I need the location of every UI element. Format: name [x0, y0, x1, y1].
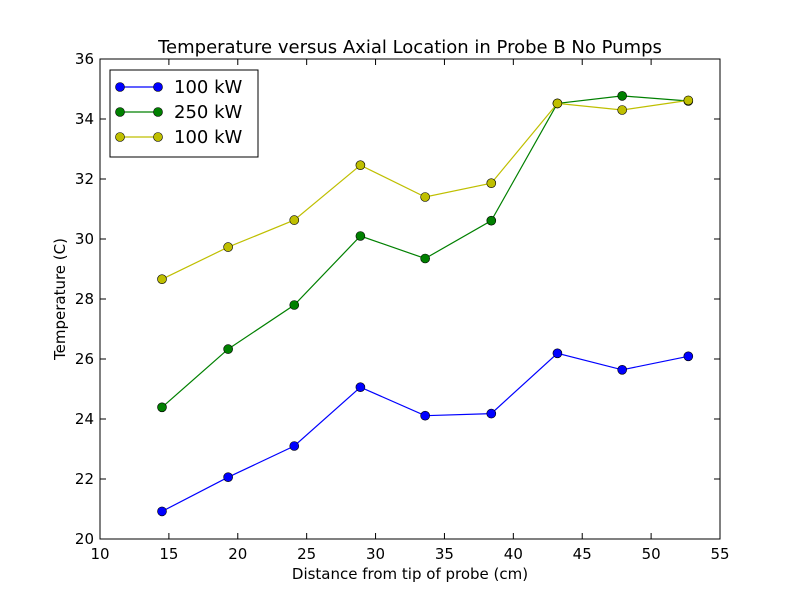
data-point: [223, 242, 233, 252]
x-tick-label: 10: [90, 545, 109, 563]
data-point: [289, 215, 300, 225]
y-tick-label: 36: [75, 50, 94, 68]
data-point: [552, 348, 563, 359]
axes-frame: [99, 58, 721, 540]
y-tick-label: 28: [75, 290, 94, 308]
legend-marker: [153, 82, 163, 92]
data-point: [157, 402, 167, 413]
data-point: [617, 91, 627, 101]
legend-label: 250 kW: [174, 102, 243, 123]
x-tick-label: 25: [297, 545, 316, 563]
data-point: [223, 472, 233, 483]
x-tick-label: 35: [435, 545, 454, 563]
legend-marker: [115, 132, 125, 142]
legend-item: 250 kW: [115, 102, 243, 123]
data-point: [289, 300, 300, 310]
data-point: [486, 215, 497, 226]
y-axis-label: Temperature (C): [51, 238, 69, 361]
data-point: [683, 95, 694, 106]
legend-marker: [115, 82, 125, 92]
series-1: [157, 348, 694, 517]
legend-item: 100 kW: [115, 77, 243, 98]
x-tick-label: 30: [366, 545, 385, 563]
data-point: [223, 344, 233, 354]
data-point: [486, 178, 497, 188]
data-point: [552, 98, 563, 109]
x-tick-label: 45: [573, 545, 592, 563]
axis-ticks: 10 15 20 25 30 35 40 45 50 55 20 22 24 26 28 30 32 34 36: [75, 50, 730, 563]
legend-box: [109, 69, 259, 158]
legend-item: 100 kW: [115, 127, 243, 148]
x-tick-label: 50: [642, 545, 661, 563]
legend: 100 kW 250 kW 100 kW: [109, 69, 259, 158]
chart-title: Temperature versus Axial Location in Pro…: [157, 37, 662, 58]
series-2: [157, 91, 694, 413]
data-point: [355, 382, 366, 393]
data-point: [355, 160, 366, 170]
y-tick-label: 20: [75, 530, 94, 548]
legend-marker: [153, 132, 163, 142]
series-layer: [157, 91, 694, 517]
x-tick-label: 20: [228, 545, 247, 563]
x-tick-label: 40: [504, 545, 523, 563]
data-point: [355, 231, 366, 241]
data-point: [157, 506, 167, 517]
legend-label: 100 kW: [174, 127, 243, 148]
legend-marker: [153, 107, 163, 117]
x-tick-label: 55: [710, 545, 729, 563]
data-point: [420, 410, 430, 421]
x-tick-label: 15: [159, 545, 178, 563]
data-point: [289, 441, 300, 451]
data-point: [420, 192, 430, 202]
series-3: [157, 95, 694, 285]
y-tick-label: 30: [75, 230, 94, 248]
data-point: [683, 351, 694, 362]
y-tick-label: 26: [75, 350, 94, 368]
data-point: [617, 364, 627, 375]
y-tick-label: 24: [75, 410, 94, 428]
y-tick-label: 22: [75, 470, 94, 488]
x-axis-label: Distance from tip of probe (cm): [292, 565, 528, 583]
y-tick-label: 34: [75, 110, 94, 128]
legend-label: 100 kW: [174, 77, 243, 98]
data-point: [486, 408, 497, 419]
data-point: [617, 105, 627, 115]
data-point: [420, 253, 430, 264]
legend-marker: [115, 107, 125, 117]
y-tick-label: 32: [75, 170, 94, 188]
data-point: [157, 274, 167, 285]
